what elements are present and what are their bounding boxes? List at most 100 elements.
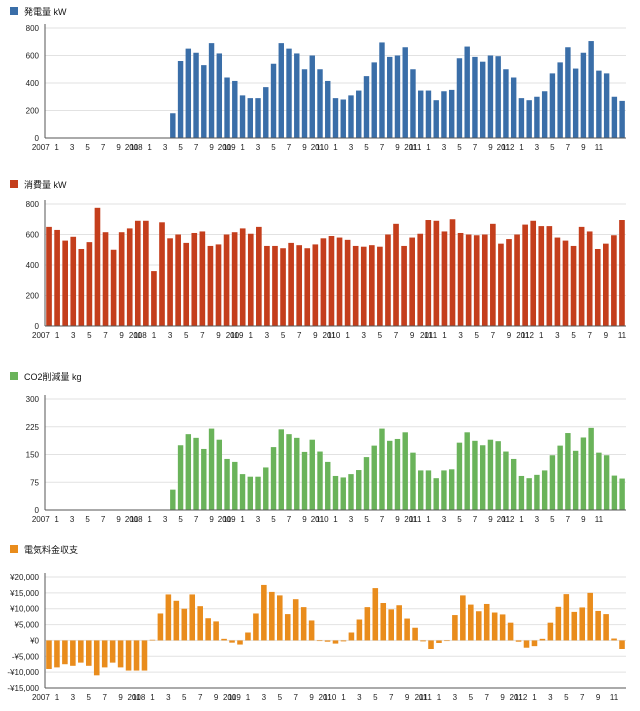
bar	[237, 640, 243, 645]
x-tick-label: 1	[345, 331, 350, 340]
x-tick-label: 3	[71, 331, 76, 340]
bar	[387, 440, 393, 510]
x-tick-label: 7	[473, 143, 478, 152]
x-tick-label: 1	[152, 331, 157, 340]
bar	[586, 231, 593, 326]
bar	[317, 69, 323, 138]
bar	[224, 77, 230, 138]
bar	[78, 640, 84, 663]
x-tick-label: 7	[491, 331, 496, 340]
bar	[231, 232, 238, 326]
x-tick-label: 2012	[510, 693, 528, 702]
bar	[619, 478, 625, 510]
bar	[555, 606, 562, 641]
bar	[232, 80, 238, 138]
bar	[428, 640, 434, 649]
bar	[70, 640, 76, 666]
bar	[465, 234, 472, 326]
bar	[316, 640, 323, 642]
bar	[611, 475, 618, 510]
bar	[134, 220, 141, 326]
bar	[304, 248, 311, 326]
x-tick-label: 3	[166, 693, 171, 702]
x-tick-label: 9	[500, 693, 505, 702]
bar	[363, 76, 370, 139]
bar	[256, 226, 262, 327]
bar	[534, 96, 540, 138]
bar	[325, 461, 331, 510]
x-tick-label: 1	[147, 515, 152, 524]
bar	[587, 592, 593, 641]
bar	[151, 271, 157, 326]
x-tick-label: 2009	[218, 143, 236, 152]
x-tick-label: 11	[595, 515, 604, 524]
x-tick-label: 7	[297, 331, 302, 340]
bar	[379, 42, 385, 138]
x-tick-label: 11	[230, 331, 239, 340]
bar	[507, 622, 514, 641]
bar	[62, 240, 68, 326]
chart-panel-4: 電気料金収支 -¥15,000 -¥10,000 -¥5,000 ¥0 ¥5,000 ¥10…	[7, 544, 626, 702]
x-tick-label: 5	[271, 143, 276, 152]
bar	[328, 236, 335, 326]
x-tick-label: 2009	[223, 693, 241, 702]
bar	[578, 226, 585, 327]
x-tick-label: 9	[507, 331, 512, 340]
bar	[159, 222, 165, 326]
bar	[394, 438, 401, 510]
x-tick-label: 1	[532, 693, 537, 702]
bar	[309, 55, 315, 138]
y-tick-label: ¥0	[29, 636, 39, 645]
y-tick-label: 800	[26, 200, 40, 209]
bar	[86, 242, 93, 327]
bar	[481, 234, 488, 326]
x-tick-label: 3	[555, 331, 560, 340]
bar	[348, 95, 354, 139]
x-tick-label: 11	[132, 693, 141, 702]
y-tick-label: 0	[35, 134, 40, 143]
legend-swatch	[10, 180, 18, 188]
bar	[340, 99, 346, 138]
bar	[452, 615, 458, 641]
bar	[457, 232, 464, 326]
bar	[280, 248, 286, 326]
bar	[205, 618, 211, 641]
x-tick-label: 11	[130, 515, 139, 524]
x-tick-label: 7	[200, 331, 205, 340]
bar	[515, 640, 522, 642]
bar	[596, 452, 602, 510]
bar	[133, 640, 140, 671]
bar	[126, 228, 133, 326]
bar	[261, 584, 267, 641]
bar	[420, 640, 426, 642]
bar	[344, 239, 351, 326]
bar	[70, 236, 77, 326]
bar	[456, 442, 463, 510]
x-tick-label: 7	[484, 693, 489, 702]
bar	[278, 429, 284, 510]
y-tick-label: 150	[26, 451, 40, 460]
bar	[487, 55, 494, 138]
bar	[409, 237, 415, 326]
bar	[324, 640, 331, 642]
legend-swatch	[10, 545, 18, 553]
x-tick-label: 3	[256, 515, 261, 524]
x-tick-label: 11	[521, 331, 530, 340]
bar	[286, 434, 292, 510]
x-tick-label: 3	[70, 143, 75, 152]
bar	[514, 234, 520, 326]
bar	[530, 220, 537, 326]
bar	[292, 599, 299, 641]
x-tick-label: 9	[596, 693, 601, 702]
x-tick-label: 3	[70, 515, 75, 524]
bar	[247, 476, 253, 510]
bar	[503, 451, 509, 510]
x-tick-label: 3	[163, 515, 168, 524]
x-tick-label: 7	[380, 515, 385, 524]
y-tick-label: 75	[30, 478, 39, 487]
x-tick-label: 3	[442, 515, 447, 524]
bar	[301, 451, 308, 510]
x-tick-label: 5	[474, 331, 479, 340]
bar	[444, 640, 450, 642]
